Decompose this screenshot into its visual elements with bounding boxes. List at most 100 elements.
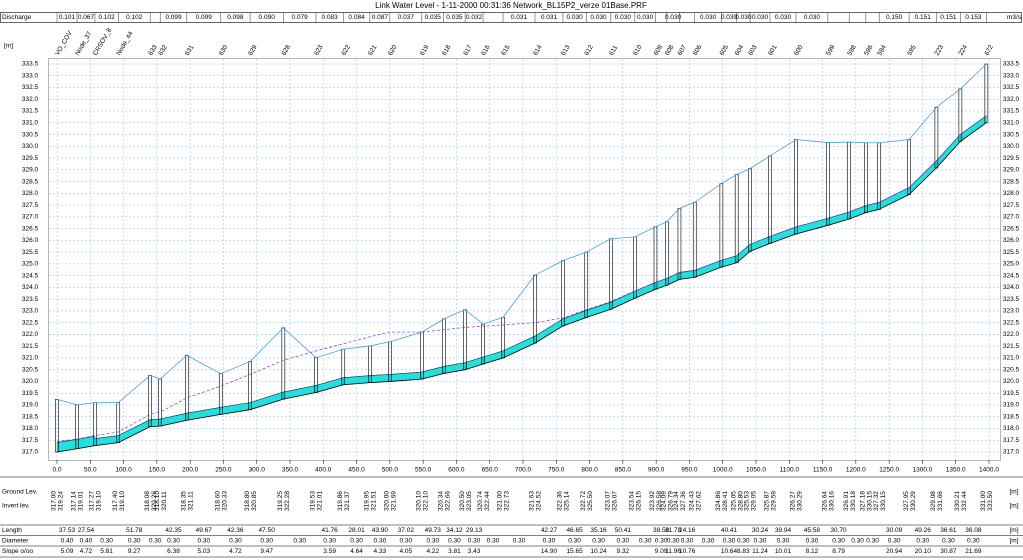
row-cell: 3.43 [468, 548, 481, 555]
y-tick-label: 322.0 [1003, 331, 1020, 338]
y-tick-label: 324.0 [22, 284, 39, 291]
y-tick-label: 332.5 [22, 84, 39, 91]
pipe-invert [936, 141, 961, 169]
row-cell: 0.030 [637, 14, 654, 21]
pipe-invert [76, 445, 96, 450]
discharge-row-frame [0, 12, 1022, 23]
row-cell: 0.30 [754, 538, 767, 545]
pipe-crown [56, 439, 78, 443]
row-cell: 0.30 [639, 538, 652, 545]
row-cell: 0.151 [940, 14, 957, 21]
y-tick-label: 323.0 [1003, 308, 1020, 315]
pipe-invert [343, 382, 370, 386]
x-tick-label: 0.0 [52, 467, 61, 474]
row-cell: 20.10 [915, 548, 932, 555]
row-cell: 0.30 [702, 538, 715, 545]
pipe-invert [160, 419, 187, 427]
row-cell: 4.05 [400, 548, 413, 555]
row-cell: 0.30 [350, 538, 363, 545]
pipe-invert [634, 288, 656, 299]
y-tick-label: 323.5 [22, 296, 39, 303]
row-cell: 0.30 [568, 538, 581, 545]
row-cell: 11.24 [752, 548, 768, 555]
row-cell: 0.30 [866, 538, 879, 545]
pipe-crown [369, 374, 390, 376]
ground-level-label: 330.16 [829, 491, 836, 511]
invert-level-label: 323.92 [649, 491, 656, 511]
pipe-invert [749, 243, 771, 252]
invert-level-label: 326.27 [790, 491, 797, 511]
y-tick-label: 333.5 [1003, 61, 1020, 68]
invert-level-label: 318.08 [144, 491, 151, 511]
y-tick-label: 330.0 [1003, 143, 1020, 150]
y-tick-label: 328.5 [1003, 178, 1020, 185]
y-tick-label: 327.0 [1003, 214, 1020, 221]
y-tick-label: 318.0 [1003, 425, 1020, 432]
ground-level-label: 327.62 [695, 491, 702, 511]
row-cell: 0.30 [323, 538, 336, 545]
plot-frame [48, 58, 1001, 461]
x-tick-label: 1300.0 [912, 467, 932, 474]
row-cell: 10.01 [775, 548, 792, 555]
y-tick-label: 331.0 [22, 120, 39, 127]
node-label: 618 [441, 44, 453, 57]
ground-level-label: 330.15 [867, 491, 874, 511]
row-cell: 0.30 [806, 538, 819, 545]
pipe-invert [249, 398, 284, 411]
row-cell: 39.94 [775, 527, 792, 534]
pipe-invert [769, 233, 797, 244]
row-cell: 20.94 [886, 548, 903, 555]
ground-level-label: 320.26 [151, 491, 158, 511]
y-tick-label: 322.5 [22, 319, 39, 326]
y-tick-label: 325.5 [1003, 249, 1020, 256]
pipe-invert [586, 308, 612, 318]
pipe-invert [960, 122, 987, 142]
y-tick-label: 320.5 [1003, 366, 1020, 373]
node-label: 609 [653, 44, 665, 57]
pipe-crown [586, 301, 611, 311]
y-tick-label: 318.5 [22, 413, 39, 420]
y-tick-label: 321.5 [22, 343, 39, 350]
row-cell: 45.58 [804, 527, 821, 534]
y-tick-label: 329.5 [22, 155, 39, 162]
row-cell: 9.32 [617, 548, 630, 555]
row-cell: 21.69 [965, 548, 982, 555]
pipe-invert [827, 218, 850, 226]
node-label: 629 [247, 44, 259, 57]
row-cell: 14.90 [541, 548, 558, 555]
invert-level-label: 321.63 [529, 491, 536, 511]
pipe-invert [482, 357, 504, 365]
pipe-invert [421, 373, 444, 380]
y-tick-label: 331.5 [1003, 108, 1020, 115]
row-cell: 4.72 [229, 548, 242, 555]
row-cell: 0.30 [513, 538, 526, 545]
invert-level-label: 326.91 [843, 491, 850, 511]
row-cell: 0.079 [292, 14, 309, 21]
row-label: Invert lev. [2, 503, 30, 510]
y-tick-label: 325.5 [22, 249, 39, 256]
y-tick-label: 318.0 [22, 425, 39, 432]
y-tick-label: 325.0 [1003, 261, 1020, 268]
y-tick-label: 318.5 [1003, 413, 1020, 420]
x-tick-label: 1200.0 [846, 467, 866, 474]
y-tick-label: 330.5 [1003, 131, 1020, 138]
ground-level-label: 323.05 [466, 491, 473, 511]
ground-level-label: 320.11 [161, 491, 168, 511]
ground-level-label: 331.66 [937, 491, 944, 511]
row-cell: 0.30 [916, 538, 929, 545]
y-tick-label: 326.0 [22, 237, 39, 244]
x-tick-label: 100.0 [115, 467, 132, 474]
row-cell: 37.53 [59, 527, 76, 534]
ground-level-label: 325.14 [564, 491, 571, 511]
node-label: 619 [419, 44, 431, 57]
y-tick-label: 328.5 [22, 178, 39, 185]
row-cell: 38.50 [653, 527, 670, 534]
row-cell: 8.83 [737, 548, 750, 555]
pipe-crown [249, 391, 284, 403]
row-cell: 0.030 [665, 14, 682, 21]
x-tick-label: 650.0 [482, 467, 499, 474]
y-tick-label: 319.5 [22, 390, 39, 397]
node-label: 614 [532, 44, 544, 57]
pipe-invert [389, 378, 422, 382]
